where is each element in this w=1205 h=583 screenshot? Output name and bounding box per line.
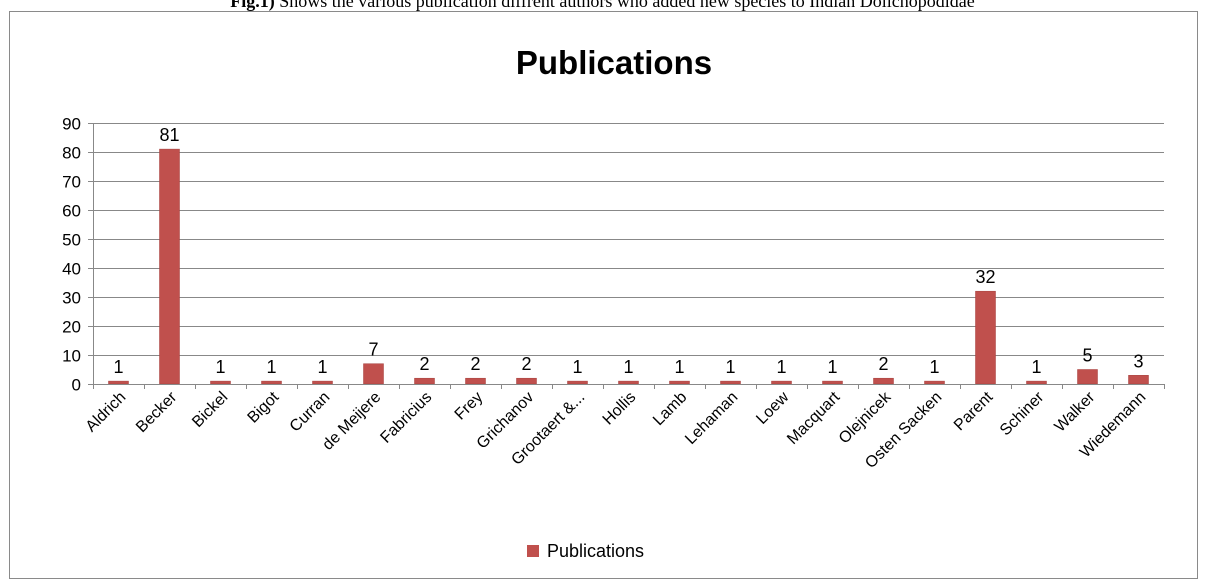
bar xyxy=(312,380,333,385)
y-axis-ticks: 0 10 20 30 40 50 60 70 80 90 xyxy=(62,115,93,395)
data-label: 1 xyxy=(572,357,582,377)
figure-caption-text: Shows the various publication diffrent a… xyxy=(274,0,975,11)
bar-chart: Publications 0 10 20 30 40 50 60 70 80 90 1 81 1 1 1 7… xyxy=(62,44,1165,561)
x-category-label: Loew xyxy=(753,388,792,427)
data-label: 2 xyxy=(521,354,531,374)
x-category-label: Lehaman xyxy=(682,389,741,448)
bar xyxy=(822,380,843,385)
bar xyxy=(108,380,129,385)
y-tick-label: 50 xyxy=(62,231,81,250)
legend-swatch xyxy=(527,545,539,557)
data-label: 1 xyxy=(317,357,327,377)
x-category-label: Macquart xyxy=(784,388,844,448)
chart-title: Publications xyxy=(516,44,712,81)
bar xyxy=(516,377,537,385)
bar xyxy=(975,290,996,385)
data-label: 81 xyxy=(159,125,179,145)
data-label: 2 xyxy=(419,354,429,374)
data-label: 32 xyxy=(975,267,995,287)
data-label: 1 xyxy=(827,357,837,377)
x-category-label: Fabricius xyxy=(377,389,435,447)
x-category-label: Bigot xyxy=(245,388,283,426)
x-category-label: Curran xyxy=(287,389,334,436)
x-category-label: Frey xyxy=(452,389,487,424)
data-label: 1 xyxy=(725,357,735,377)
data-label: 1 xyxy=(776,357,786,377)
data-label: 2 xyxy=(470,354,480,374)
figure-caption: Fig.1) Shows the various publication dif… xyxy=(0,0,1205,12)
bar xyxy=(873,377,894,385)
data-label: 1 xyxy=(113,357,123,377)
x-category-label: Bickel xyxy=(189,389,231,431)
bar xyxy=(465,377,486,385)
bar xyxy=(771,380,792,385)
data-label: 1 xyxy=(215,357,225,377)
legend-label: Publications xyxy=(547,541,644,561)
y-tick-label: 60 xyxy=(62,202,81,221)
data-labels: 1 81 1 1 1 7 2 2 2 1 1 1 1 1 1 2 1 32 1 5 3 xyxy=(113,125,1143,377)
bar xyxy=(618,380,639,385)
bar xyxy=(159,148,180,385)
x-category-label: Hollis xyxy=(600,389,640,429)
bar xyxy=(210,380,231,385)
axes xyxy=(93,123,1164,385)
data-label: 1 xyxy=(1031,357,1041,377)
bar xyxy=(363,363,384,385)
y-tick-label: 10 xyxy=(62,347,81,366)
bar xyxy=(1128,375,1149,385)
x-category-label: Parent xyxy=(951,388,997,434)
y-tick-label: 90 xyxy=(62,115,81,134)
data-label: 1 xyxy=(623,357,633,377)
data-label: 1 xyxy=(674,357,684,377)
bars xyxy=(108,148,1149,385)
bar xyxy=(669,380,690,385)
chart-area: Publications 0 10 20 30 40 50 60 70 80 90 1 81 1 1 1 7… xyxy=(9,11,1198,579)
y-tick-label: 0 xyxy=(72,376,81,395)
gridlines xyxy=(93,123,1164,356)
data-label: 2 xyxy=(878,354,888,374)
data-label: 7 xyxy=(368,340,378,360)
bar xyxy=(720,380,741,385)
x-category-label: Schiner xyxy=(997,388,1048,439)
x-category-label: Walker xyxy=(1052,388,1099,435)
bar xyxy=(414,377,435,385)
bar xyxy=(261,380,282,385)
y-tick-label: 30 xyxy=(62,289,81,308)
x-category-label: Aldrich xyxy=(83,389,130,436)
data-label: 1 xyxy=(266,357,276,377)
y-tick-label: 70 xyxy=(62,173,81,192)
y-tick-label: 80 xyxy=(62,144,81,163)
data-label: 3 xyxy=(1133,351,1143,371)
bar xyxy=(567,380,588,385)
figure-number: Fig.1) xyxy=(230,0,275,11)
data-label: 5 xyxy=(1082,346,1092,366)
y-tick-label: 20 xyxy=(62,318,81,337)
bar xyxy=(924,380,945,385)
bar xyxy=(1026,380,1047,385)
legend: Publications xyxy=(527,541,644,561)
data-label: 1 xyxy=(929,357,939,377)
bar xyxy=(1077,369,1098,385)
x-category-label: Lamb xyxy=(650,389,690,429)
x-category-label: Becker xyxy=(133,388,181,436)
y-tick-label: 40 xyxy=(62,260,81,279)
